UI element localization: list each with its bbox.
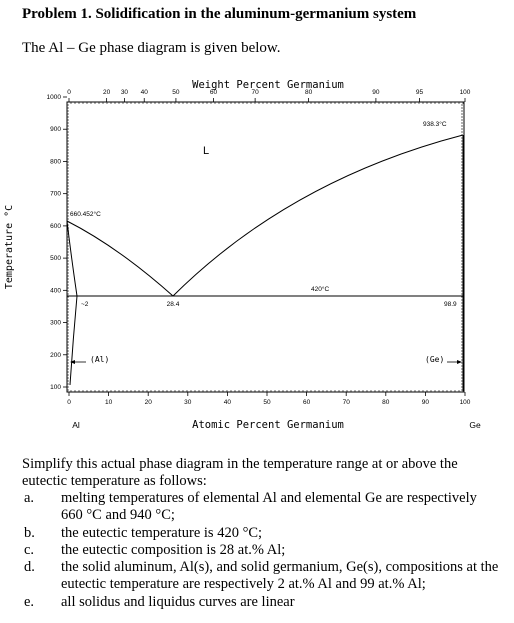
list-marker: a. <box>24 490 35 506</box>
top-tick-label: 100 <box>460 89 471 96</box>
bottom-axis-label: Atomic Percent Germanium <box>192 419 344 431</box>
liquid-label: L <box>203 145 209 157</box>
list-item: d. the solid aluminum, Al(s), and solid … <box>0 559 514 594</box>
list-item: c. the eutectic composition is 28 at.% A… <box>0 542 514 559</box>
al-solvus-curve <box>69 295 78 386</box>
problem-title: Problem 1. Solidification in the aluminu… <box>22 6 417 22</box>
bottom-tick-label: 40 <box>224 399 232 406</box>
al-solubility-label: ~2 <box>81 301 89 308</box>
bottom-tick-label: 90 <box>422 399 430 406</box>
plot-frame <box>66 101 465 393</box>
ge-melting-label: 938.3°C <box>423 120 447 128</box>
top-tick-label: 20 <box>103 89 111 96</box>
list-text: melting temperatures of elemental Al and… <box>61 490 477 523</box>
top-tick-label: 50 <box>172 89 180 96</box>
top-tick-label: 95 <box>416 89 424 96</box>
bottom-tick-label: 30 <box>184 399 192 406</box>
bottom-tick-label: 80 <box>382 399 390 406</box>
bottom-tick-label: 0 <box>67 399 71 406</box>
intro-text: The Al – Ge phase diagram is given below… <box>22 40 281 56</box>
al-melting-label: 660.452°C <box>70 210 101 218</box>
bottom-tick-label: 50 <box>263 399 271 406</box>
bottom-tick-label: 100 <box>460 399 471 406</box>
list-text: the eutectic composition is 28 at.% Al; <box>61 542 286 558</box>
list-text: the eutectic temperature is 420 °C; <box>61 525 263 541</box>
ge-solubility-label: 98.9 <box>444 301 457 308</box>
y-axis-label: Temperature °C <box>4 205 15 289</box>
list-marker: d. <box>24 559 35 575</box>
right-element-label: Ge <box>469 420 481 430</box>
top-tick-label: 60 <box>210 89 218 96</box>
y-tick-label: 800 <box>50 158 61 165</box>
y-tick-label: 500 <box>50 255 61 262</box>
phase-diagram: Weight Percent Germanium 0 20 30 40 50 60 70 80… <box>4 79 481 431</box>
list-marker: c. <box>24 542 35 558</box>
al-solidus-curve <box>66 220 78 297</box>
list-item: e. all solidus and liquidus curves are l… <box>0 594 514 611</box>
top-tick-label: 80 <box>305 89 313 96</box>
top-tick-label: 90 <box>372 89 380 96</box>
al-phase-label: (Al) <box>90 355 109 364</box>
left-element-label: Al <box>72 420 80 430</box>
list-item: a. melting temperatures of elemental Al … <box>0 490 514 525</box>
eutectic-temp-label: 420°C <box>311 285 329 293</box>
y-tick-label: 1000 <box>47 94 62 101</box>
top-tick-label: 30 <box>121 89 129 96</box>
y-tick-label: 300 <box>50 320 61 327</box>
top-axis-label: Weight Percent Germanium <box>192 79 344 91</box>
y-tick-label: 100 <box>50 384 61 391</box>
bottom-tick-label: 70 <box>343 399 351 406</box>
list-item: b. the eutectic temperature is 420 °C; <box>0 525 514 542</box>
ge-phase-label: (Ge) <box>425 355 444 364</box>
bottom-tick-label: 10 <box>105 399 113 406</box>
list-text: the solid aluminum, Al(s), and solid ger… <box>61 559 499 592</box>
list-marker: b. <box>24 525 35 541</box>
list-text: all solidus and liquidus curves are line… <box>61 594 295 610</box>
y-tick-label: 900 <box>50 126 61 133</box>
y-tick-label: 200 <box>50 352 61 359</box>
y-tick-label: 700 <box>50 191 61 198</box>
eutectic-comp-label: 28.4 <box>167 301 180 308</box>
y-tick-label: 600 <box>50 223 61 230</box>
al-liquidus-curve <box>66 220 174 297</box>
list-marker: e. <box>24 594 35 610</box>
y-tick-label: 400 <box>50 287 61 294</box>
instructions-paragraph: Simplify this actual phase diagram in th… <box>22 456 458 489</box>
top-tick-label: 0 <box>67 89 71 96</box>
ge-liquidus-curve <box>172 134 464 297</box>
top-tick-label: 40 <box>141 89 149 96</box>
bottom-tick-label: 20 <box>145 399 153 406</box>
top-tick-label: 70 <box>252 89 260 96</box>
bottom-tick-label: 60 <box>303 399 311 406</box>
